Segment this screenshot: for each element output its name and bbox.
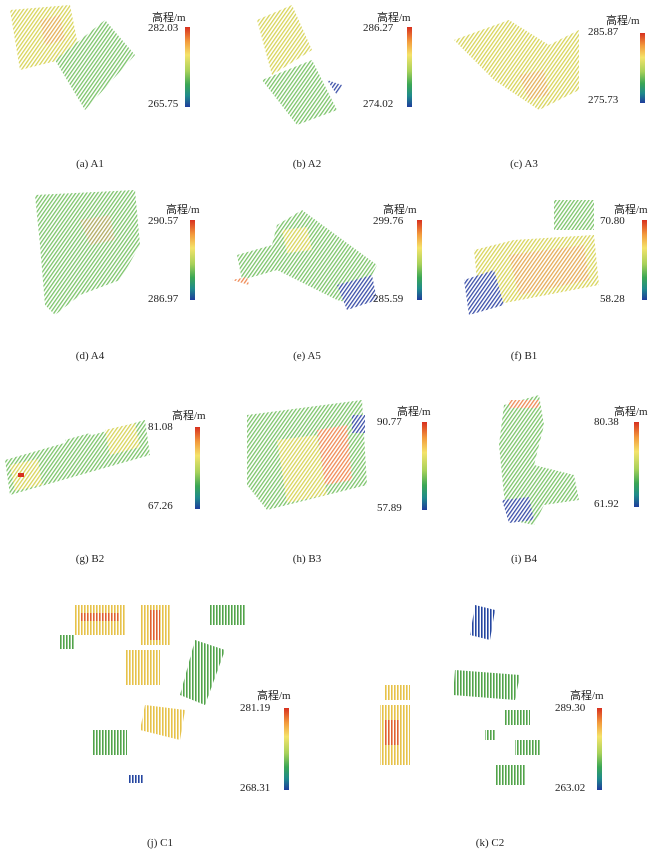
colorbar — [640, 33, 645, 103]
colorbar-max: 285.87 — [588, 26, 619, 38]
colorbar-max: 286.27 — [363, 22, 394, 34]
caption: (f) B1 — [510, 350, 538, 362]
colorbar-min: 265.75 — [148, 98, 179, 110]
caption: (i) B4 — [511, 553, 537, 565]
panel-a5: 高程/m 299.76 285.59 (e) A5 — [217, 185, 433, 362]
colorbar-min: 263.02 — [555, 782, 586, 794]
caption: (k) C2 — [475, 837, 505, 849]
colorbar — [597, 708, 602, 790]
colorbar-min: 61.92 — [594, 498, 619, 510]
colorbar-max: 90.77 — [377, 416, 402, 428]
elevation-unit-label: 高程/m — [257, 690, 291, 702]
elevation-unit-label: 高程/m — [166, 204, 200, 216]
caption: (d) A4 — [75, 350, 105, 362]
point-cloud-map-a2 — [257, 5, 342, 125]
caption: (e) A5 — [293, 350, 321, 362]
panel-b4: 高程/m 80.38 61.92 (i) B4 — [434, 385, 650, 570]
colorbar-min: 67.26 — [148, 500, 173, 512]
caption: (a) A1 — [76, 158, 104, 170]
colorbar-min: 268.31 — [240, 782, 271, 794]
point-cloud-map-c1 — [60, 605, 245, 783]
caption: (j) C1 — [147, 837, 173, 849]
colorbar-min: 275.73 — [588, 94, 619, 106]
colorbar — [195, 427, 200, 509]
panel-a4: 高程/m 290.57 286.97 (d) A4 — [0, 185, 216, 362]
point-cloud-map-a3 — [454, 20, 579, 110]
elevation-unit-label: 高程/m — [397, 406, 431, 418]
panel-a2: 高程/m 286.27 274.02 (b) A2 — [217, 0, 433, 175]
panel-c2: 高程/m 289.30 263.02 (k) C2 — [325, 595, 650, 855]
colorbar — [284, 708, 289, 790]
point-cloud-map-b2 — [5, 420, 150, 495]
colorbar-min: 274.02 — [363, 98, 394, 110]
panel-b3: 高程/m 90.77 57.89 (h) B3 — [217, 385, 433, 570]
colorbar — [642, 220, 647, 300]
elevation-unit-label: 高程/m — [570, 690, 604, 702]
colorbar-max: 281.19 — [240, 702, 271, 714]
panel-a3: 高程/m 285.87 275.73 (c) A3 — [434, 0, 650, 175]
elevation-unit-label: 高程/m — [383, 204, 417, 216]
panel-a1: 高程/m 282.03 265.75 (a) A1 — [0, 0, 216, 175]
elevation-unit-label: 高程/m — [606, 15, 640, 27]
elevation-unit-label: 高程/m — [614, 406, 648, 418]
colorbar-max: 70.80 — [600, 215, 625, 227]
colorbar-max: 299.76 — [373, 215, 404, 227]
caption: (b) A2 — [292, 158, 322, 170]
point-cloud-map-c2 — [380, 605, 540, 785]
colorbar — [407, 27, 412, 107]
colorbar-min: 58.28 — [600, 293, 625, 305]
point-cloud-map-a5 — [232, 210, 377, 310]
caption: (c) A3 — [510, 158, 538, 170]
point-cloud-map-a4 — [35, 190, 140, 315]
caption: (h) B3 — [292, 553, 322, 565]
colorbar-min: 57.89 — [377, 502, 402, 514]
elevation-unit-label: 高程/m — [377, 12, 411, 24]
elevation-unit-label: 高程/m — [172, 410, 206, 422]
panel-c1: 高程/m 281.19 268.31 (j) C1 — [0, 595, 325, 855]
colorbar-max: 80.38 — [594, 416, 619, 428]
colorbar-max: 282.03 — [148, 22, 179, 34]
colorbar — [190, 220, 195, 300]
point-cloud-map-b4 — [499, 395, 579, 525]
colorbar-max: 290.57 — [148, 215, 179, 227]
caption: (g) B2 — [75, 553, 105, 565]
point-cloud-map-b3 — [247, 400, 367, 510]
elevation-unit-label: 高程/m — [614, 204, 648, 216]
colorbar — [185, 27, 190, 107]
colorbar — [422, 422, 427, 510]
colorbar-max: 81.08 — [148, 421, 173, 433]
colorbar-min: 286.97 — [148, 293, 179, 305]
panel-b2: 高程/m 81.08 67.26 (g) B2 — [0, 385, 216, 570]
colorbar-max: 289.30 — [555, 702, 586, 714]
colorbar — [417, 220, 422, 300]
colorbar — [634, 422, 639, 507]
elevation-unit-label: 高程/m — [152, 12, 186, 24]
colorbar-min: 285.59 — [373, 293, 404, 305]
point-cloud-map-a1 — [10, 5, 135, 110]
panel-b1: 高程/m 70.80 58.28 (f) B1 — [434, 185, 650, 362]
point-cloud-map-b1 — [464, 200, 599, 315]
